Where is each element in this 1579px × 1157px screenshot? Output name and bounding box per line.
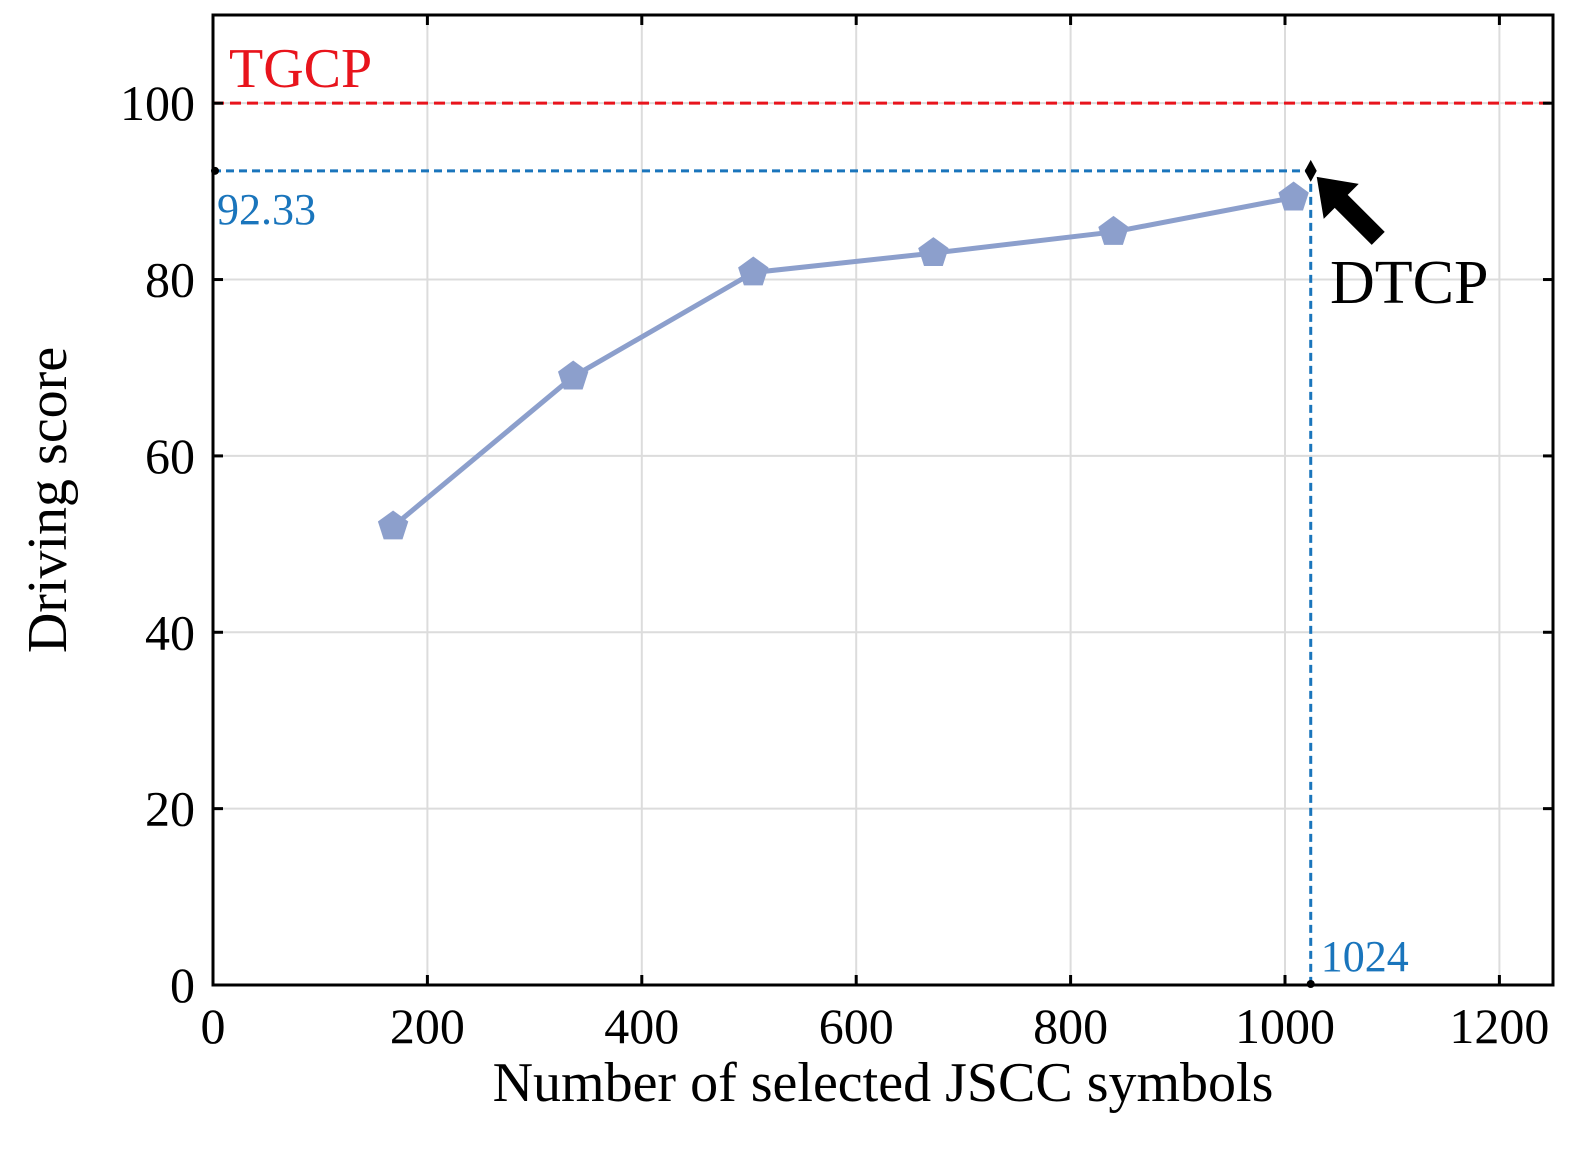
axis-ticks [211,15,1553,987]
y-tick-label: 40 [145,604,195,660]
x-tick-label: 1200 [1449,998,1549,1054]
grid-lines [213,15,1553,985]
x-tick-label: 400 [604,998,679,1054]
x-tick-label: 600 [819,998,894,1054]
y-axis-title: Driving score [17,347,79,653]
highlight-marker [1304,159,1317,182]
data-point [377,510,409,540]
y-tick-label: 60 [145,428,195,484]
data-point [558,360,589,390]
data-point [738,256,769,286]
series-layer [377,181,1309,540]
highlight-layer: 92.33 1024 DTCP [211,159,1488,988]
data-point [918,237,949,266]
x-tick-label: 1000 [1235,998,1335,1054]
x-axis-title: Number of selected JSCC symbols [493,1052,1274,1114]
highlight-arrow [1316,176,1385,245]
x-tick-label: 0 [201,998,226,1054]
highlight-x-label: 1024 [1321,932,1409,981]
plot-frame [211,13,1555,987]
data-point [1278,181,1309,211]
y-tick-label: 20 [145,781,195,837]
highlight-y-label: 92.33 [217,185,316,234]
data-point [1098,215,1129,245]
y-tick-label: 80 [145,252,195,308]
series-line [391,195,1295,529]
y-tick-label: 0 [170,957,195,1013]
tick-labels: 0 200 400 600 800 1000 1200 0 20 40 60 80 100 [120,75,1549,1054]
highlight-label: DTCP [1330,249,1488,317]
reference-label: TGCP [229,38,372,100]
x-tick-label: 800 [1033,998,1108,1054]
x-tick-label: 200 [390,998,465,1054]
y-tick-label: 100 [120,75,195,131]
reference-layer: TGCP [213,38,1553,105]
